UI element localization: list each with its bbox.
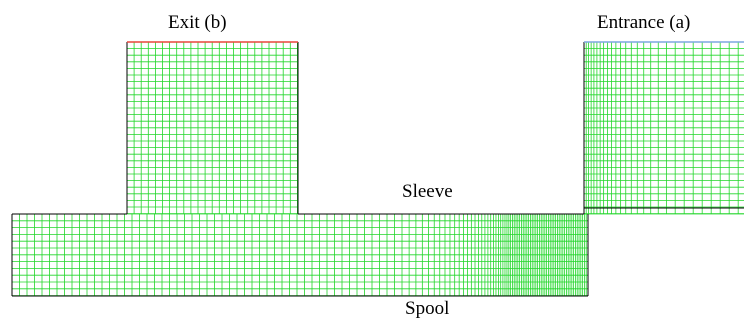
entrance-label: Entrance (a) bbox=[597, 12, 691, 33]
exit-label: Exit (b) bbox=[168, 12, 227, 33]
domain-outline bbox=[11, 41, 744, 297]
sleeve-label: Sleeve bbox=[402, 181, 453, 202]
spool-label: Spool bbox=[405, 298, 450, 319]
computational-mesh bbox=[11, 41, 744, 297]
